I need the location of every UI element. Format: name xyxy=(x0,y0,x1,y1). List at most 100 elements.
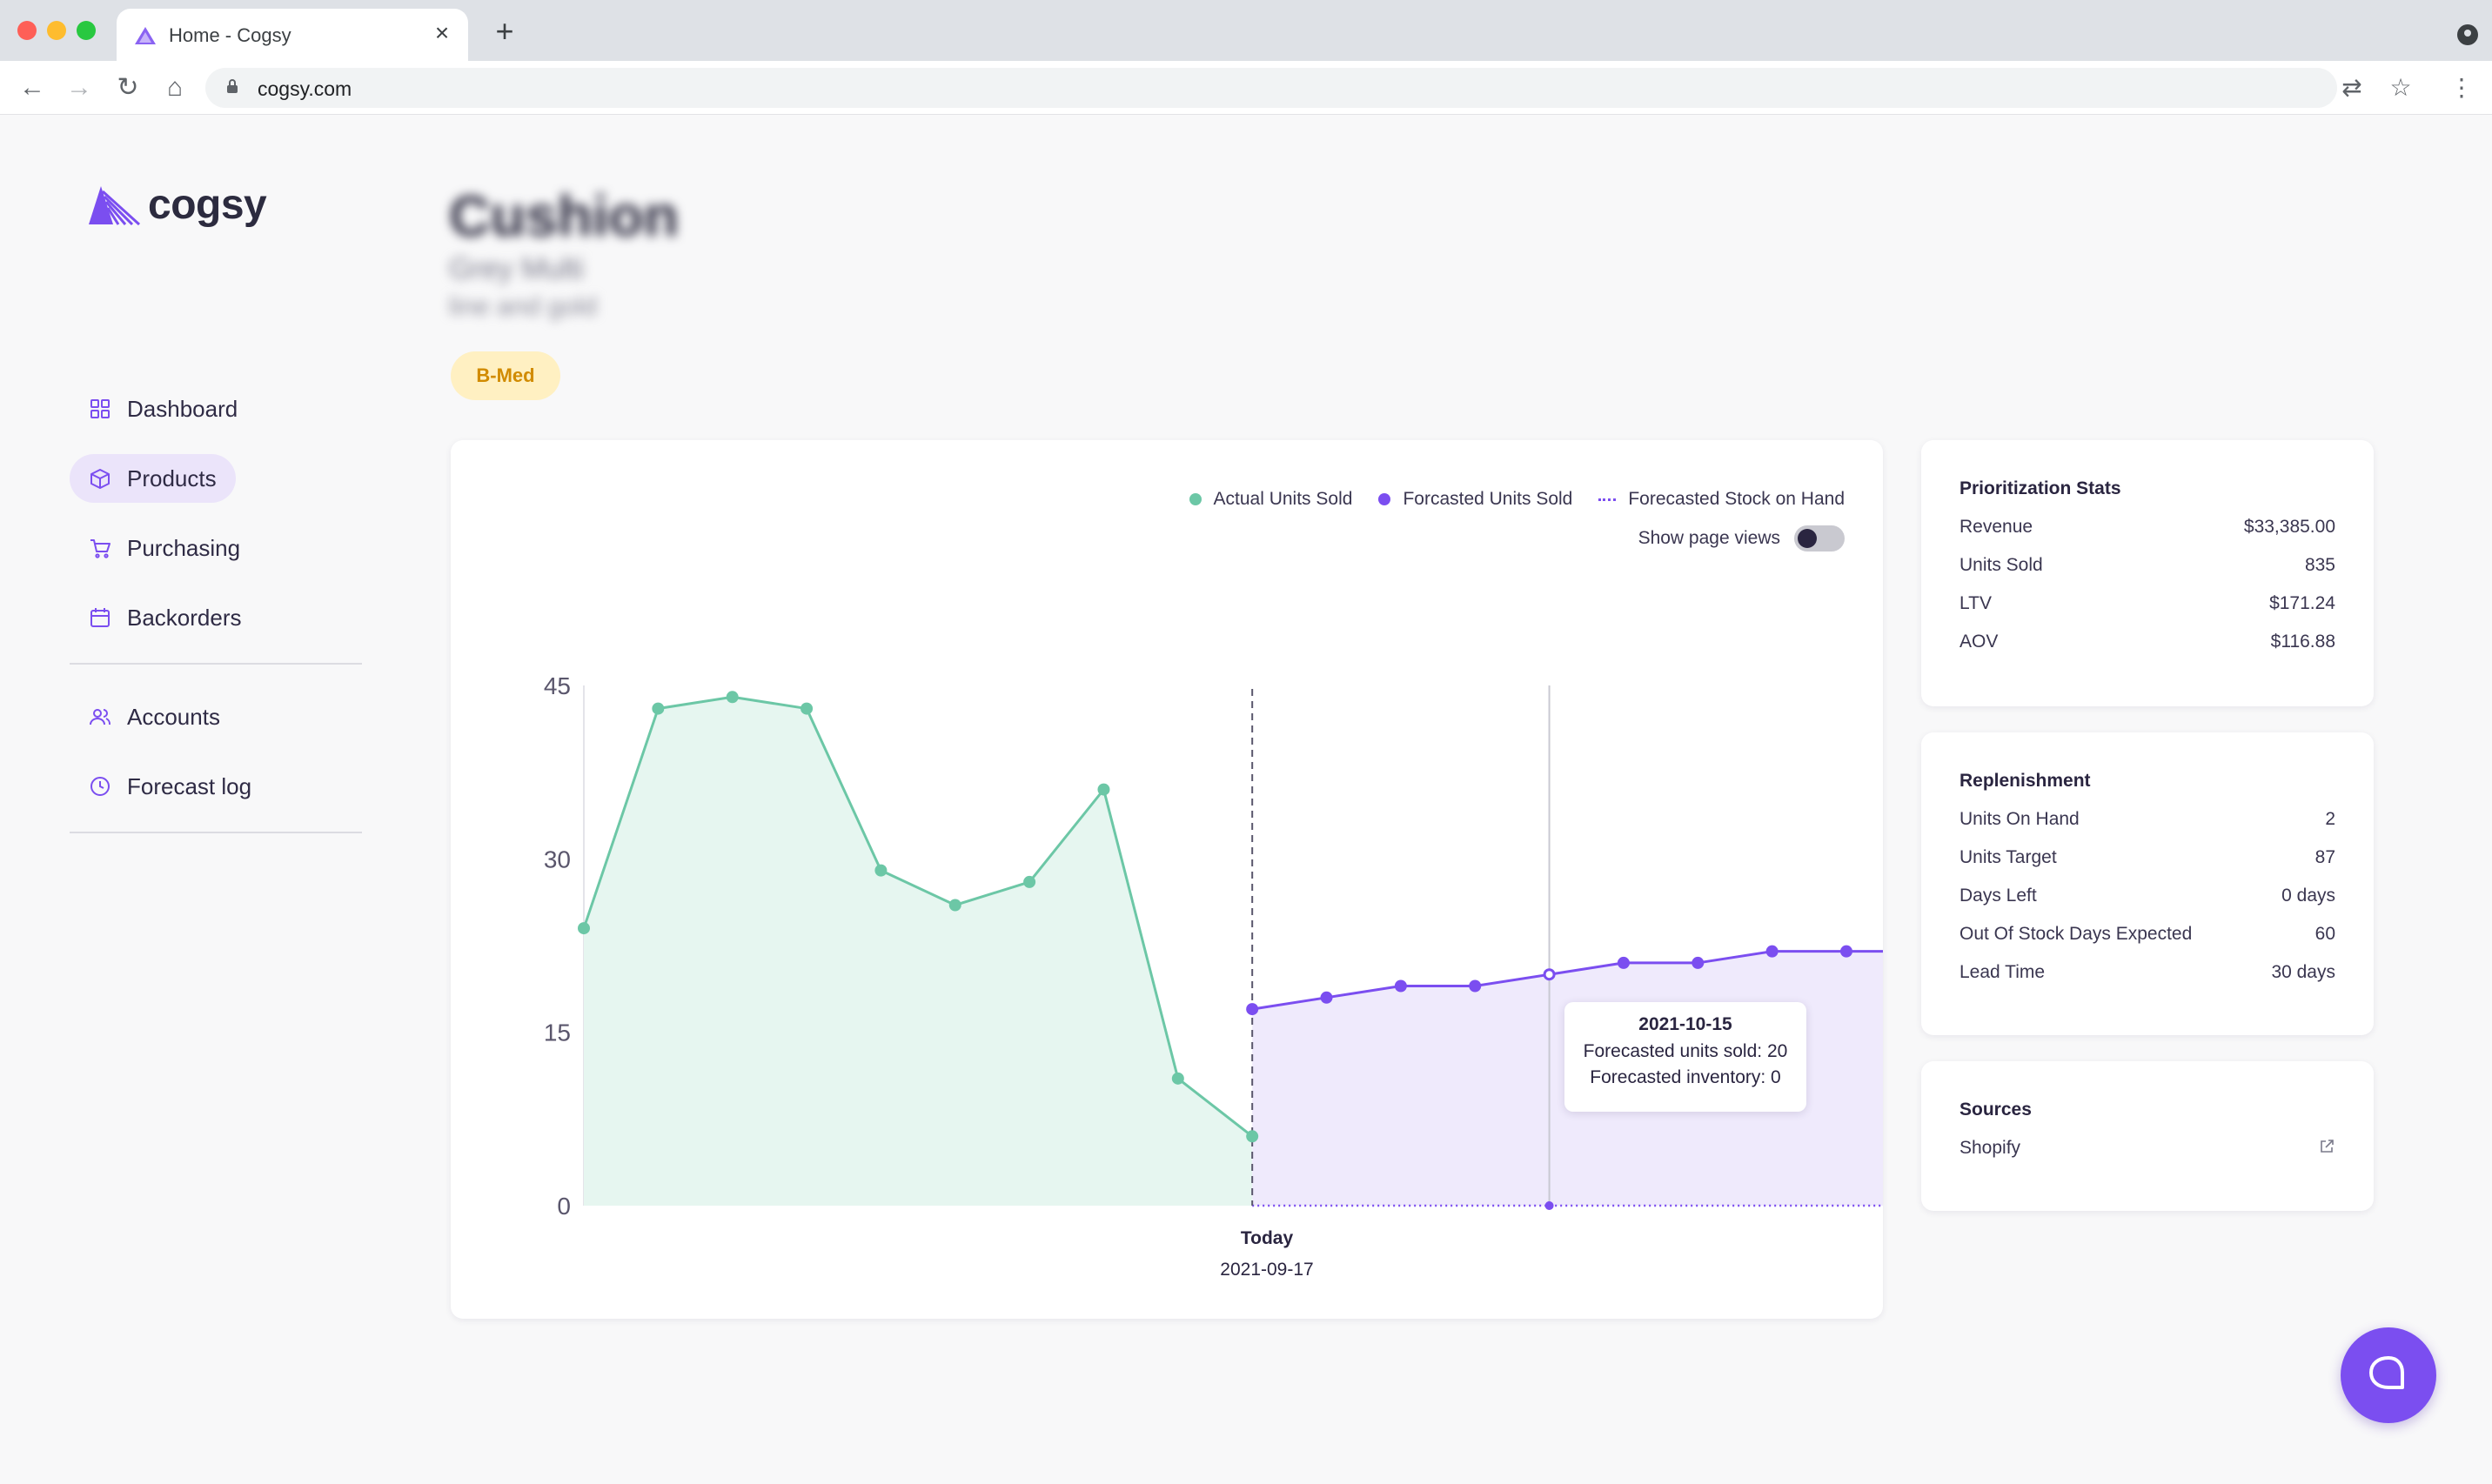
sidebar-item-purchasing[interactable]: Purchasing xyxy=(70,524,259,572)
stat-value: 0 days xyxy=(2281,886,2335,906)
legend-stock-swatch xyxy=(1598,498,1617,501)
prioritization-stats-card: Prioritization Stats Revenue $33,385.00 U… xyxy=(1921,440,2374,706)
card-title: Replenishment xyxy=(1959,771,2091,791)
sidebar-item-forecast-log[interactable]: Forecast log xyxy=(70,762,271,811)
browser-tab-bar: Home - Cogsy × + xyxy=(0,0,2492,61)
forward-icon[interactable]: → xyxy=(66,73,92,102)
tab-title: Home - Cogsy xyxy=(169,24,291,46)
chart-tooltip: 2021-10-15 Forecasted units sold: 20 For… xyxy=(1564,1002,1806,1112)
sources-card: Sources Shopify xyxy=(1921,1061,2374,1211)
cart-icon xyxy=(90,539,111,558)
actual-data-point xyxy=(578,922,590,935)
address-bar[interactable]: cogsy.com xyxy=(205,68,2337,108)
cogsy-logo-icon xyxy=(89,185,141,225)
back-icon[interactable]: ← xyxy=(19,73,45,102)
sidebar-item-label: Products xyxy=(127,465,217,491)
stat-row: AOV $116.88 xyxy=(1959,632,2335,670)
source-label: Shopify xyxy=(1959,1138,2021,1158)
reload-icon[interactable]: ↻ xyxy=(117,73,139,102)
tooltip-units-sold: Forecasted units sold: 20 xyxy=(1583,1041,1788,1061)
actual-series-line xyxy=(582,695,1254,1138)
chat-icon xyxy=(2369,1356,2404,1389)
stat-value: 87 xyxy=(2314,847,2335,867)
actual-data-point xyxy=(1246,1130,1259,1143)
sidebar-item-label: Purchasing xyxy=(127,534,241,561)
external-link-icon[interactable] xyxy=(2318,1138,2335,1155)
more-icon[interactable]: ⋮ xyxy=(2449,74,2474,101)
stat-row: Units Target 87 xyxy=(1959,847,2335,886)
chat-launcher-button[interactable] xyxy=(2341,1327,2436,1423)
forecast-data-point xyxy=(1394,979,1407,993)
forecast-data-point xyxy=(1246,1003,1259,1016)
sidebar-item-dashboard[interactable]: Dashboard xyxy=(70,384,257,433)
forecast-data-point xyxy=(1320,991,1333,1004)
box-icon xyxy=(90,469,110,489)
stat-value: $116.88 xyxy=(2270,632,2335,652)
legend-item-forecast[interactable]: Forcasted Units Sold xyxy=(1378,489,1572,510)
stat-label: Units Sold xyxy=(1959,555,2043,575)
legend-forecast-label: Forcasted Units Sold xyxy=(1403,489,1573,509)
account-icon[interactable] xyxy=(2457,24,2478,45)
hover-point xyxy=(1544,969,1555,980)
today-date: 2021-09-17 xyxy=(1220,1260,1314,1280)
legend-item-stock[interactable]: Forecasted Stock on Hand xyxy=(1598,489,1845,510)
sidebar-item-label: Accounts xyxy=(127,703,220,730)
browser-toolbar: ← → ↻ ⌂ cogsy.com ⇄ ☆ ⋮ xyxy=(0,61,2492,115)
sidebar-item-label: Forecast log xyxy=(127,772,252,799)
stat-row: Units Sold 835 xyxy=(1959,555,2335,593)
page-views-toggle[interactable] xyxy=(1794,525,1845,551)
stat-row: Days Left 0 days xyxy=(1959,886,2335,924)
actual-data-point xyxy=(1171,1072,1184,1085)
forecast-series-line xyxy=(1251,950,1883,1011)
sidebar-item-accounts[interactable]: Accounts xyxy=(70,692,239,741)
brand-logo[interactable]: cogsy xyxy=(89,181,267,229)
sidebar-item-label: Dashboard xyxy=(127,395,238,422)
stat-label: Out Of Stock Days Expected xyxy=(1959,924,2193,944)
stat-value: 30 days xyxy=(2271,962,2335,982)
sidebar-divider xyxy=(70,663,362,665)
card-title: Prioritization Stats xyxy=(1959,478,2121,498)
actual-data-point xyxy=(801,702,814,715)
forecast-chart[interactable]: 0 15 30 45 xyxy=(451,440,1883,1319)
home-icon[interactable]: ⌂ xyxy=(166,73,184,102)
forecast-data-point xyxy=(1469,979,1482,993)
stat-value: $33,385.00 xyxy=(2243,517,2335,537)
url-text: cogsy.com xyxy=(258,77,352,100)
translate-icon[interactable]: ⇄ xyxy=(2341,74,2362,101)
close-window-button[interactable] xyxy=(17,21,37,40)
maximize-window-button[interactable] xyxy=(77,21,96,40)
star-icon[interactable]: ☆ xyxy=(2389,74,2412,101)
y-tick-label: 45 xyxy=(544,672,571,699)
calendar-icon xyxy=(90,608,110,627)
browser-tab[interactable]: Home - Cogsy × xyxy=(117,9,468,61)
replenishment-card: Replenishment Units On Hand 2 Units Targe… xyxy=(1921,732,2374,1035)
plus-icon[interactable]: + xyxy=(495,13,514,49)
source-row-shopify[interactable]: Shopify xyxy=(1959,1138,2335,1176)
stat-label: Days Left xyxy=(1959,886,2037,906)
minimize-window-button[interactable] xyxy=(47,21,66,40)
brand-name: cogsy xyxy=(148,182,267,228)
page-views-label: Show page views xyxy=(1638,528,1780,548)
stat-label: LTV xyxy=(1959,593,1992,613)
clock-icon xyxy=(90,777,110,796)
today-label: Today xyxy=(1240,1228,1294,1248)
stat-value: 60 xyxy=(2314,924,2335,944)
sidebar-item-backorders[interactable]: Backorders xyxy=(70,593,261,642)
tooltip-inventory: Forecasted inventory: 0 xyxy=(1590,1067,1781,1087)
y-tick-label: 30 xyxy=(544,846,571,872)
sidebar-item-products[interactable]: Products xyxy=(70,454,236,503)
stat-label: Revenue xyxy=(1959,517,2033,537)
stat-row: Revenue $33,385.00 xyxy=(1959,517,2335,555)
close-icon[interactable]: × xyxy=(434,19,450,46)
stat-row: Units On Hand 2 xyxy=(1959,809,2335,847)
grid-icon xyxy=(90,399,110,418)
legend-item-actual[interactable]: Actual Units Sold xyxy=(1189,489,1353,510)
y-tick-label: 15 xyxy=(544,1019,571,1046)
forecast-chart-card: Actual Units Sold Forcasted Units Sold F… xyxy=(451,440,1883,1319)
users-icon xyxy=(90,709,111,725)
sidebar-divider xyxy=(70,832,362,833)
forecast-data-point xyxy=(1691,956,1705,969)
legend-actual-swatch xyxy=(1189,493,1202,505)
actual-data-point xyxy=(652,702,665,715)
legend-actual-label: Actual Units Sold xyxy=(1213,489,1353,509)
